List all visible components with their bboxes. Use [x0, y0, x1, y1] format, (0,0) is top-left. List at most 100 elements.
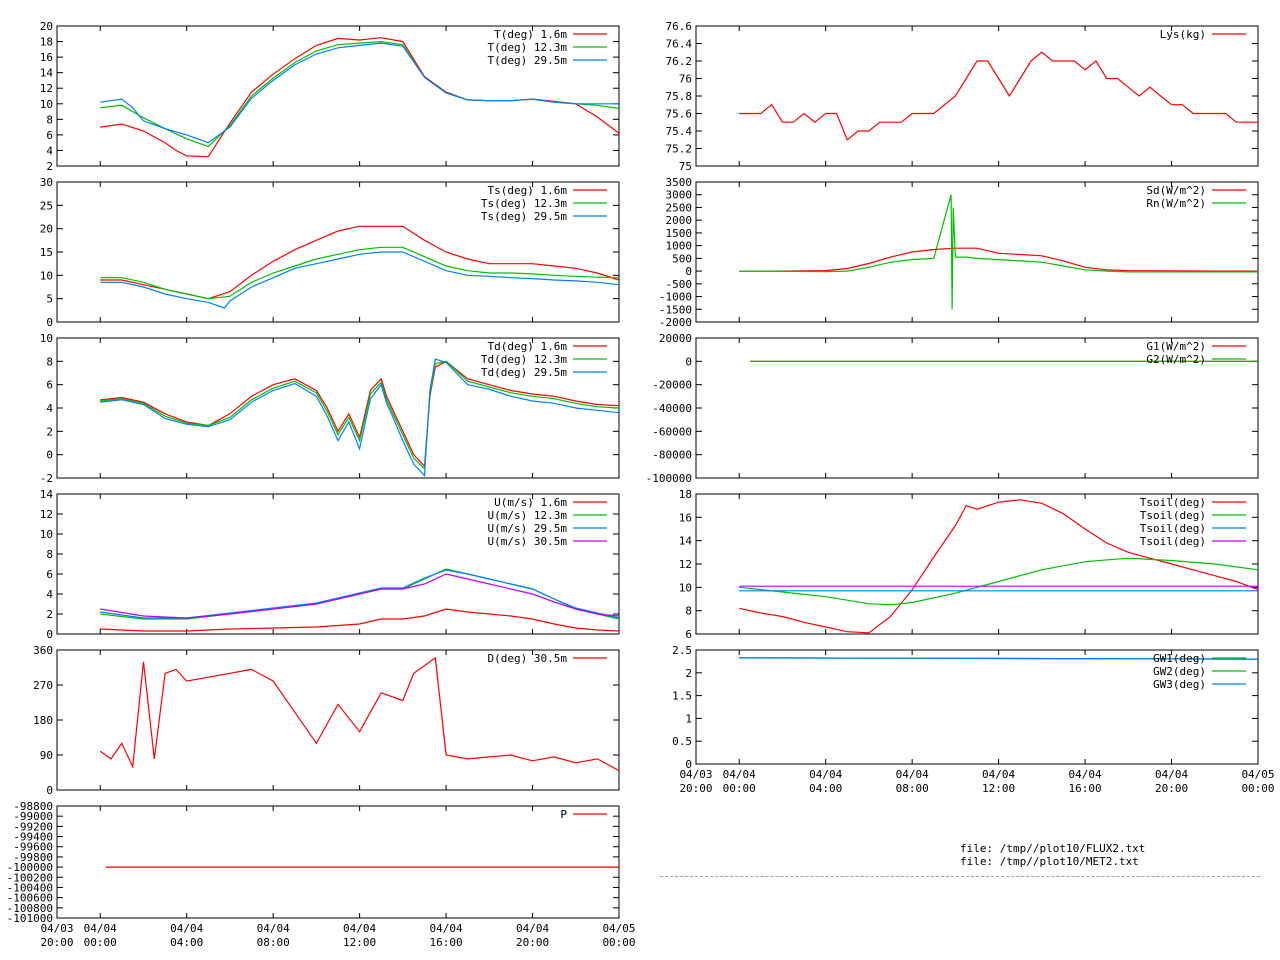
- y-tick-label: 90: [40, 749, 53, 762]
- y-tick-label: 8: [46, 113, 53, 126]
- series-line-radiation-0: [739, 247, 1258, 272]
- legend-label: U(m/s) 1.6m: [494, 496, 567, 509]
- panel-frame: [56, 805, 620, 919]
- x-tick-label-date-left: 04/04: [430, 922, 463, 935]
- x-tick-label-date-left: 04/04: [170, 922, 203, 935]
- y-tick-label: 20: [40, 223, 53, 236]
- panel-wind-direction: 0 90 180 270 360 D(deg) 30.5m: [33, 644, 620, 797]
- y-tick-label: -99400: [13, 831, 53, 844]
- panel-radiation: -2000-1500-1000-500050010001500200025003…: [659, 176, 1259, 329]
- y-tick-label: 76.4: [666, 38, 693, 51]
- y-tick-label: 6: [685, 628, 692, 641]
- y-tick-label: 0: [685, 265, 692, 278]
- y-tick-label: 2: [46, 608, 53, 621]
- y-tick-label: 25: [40, 199, 53, 212]
- x-tick-label-time-right: 20:00: [679, 782, 712, 795]
- panel-frame: [56, 493, 620, 635]
- y-tick-label: 10: [40, 332, 53, 345]
- x-tick-label-time-right: 04:00: [809, 782, 842, 795]
- y-tick-label: 75: [679, 160, 692, 173]
- legend-label: G1(W/m^2): [1146, 340, 1206, 353]
- x-tick-label-date-right: 04/04: [896, 768, 929, 781]
- y-tick-label: 6: [46, 568, 53, 581]
- x-tick-label-time-right: 16:00: [1069, 782, 1102, 795]
- x-tick-label-time-right: 08:00: [896, 782, 929, 795]
- y-tick-label: 30: [40, 176, 53, 189]
- x-tick-label-time-right: 00:00: [723, 782, 756, 795]
- y-tick-label: 6: [46, 379, 53, 392]
- y-tick-label: -100400: [7, 881, 53, 894]
- series-line-wind-speed-3: [100, 573, 620, 619]
- y-tick-label: 15: [40, 246, 53, 259]
- y-tick-label: 18: [40, 36, 53, 49]
- x-tick-label-date-right: 04/03: [679, 768, 712, 781]
- y-tick-label: 75.4: [666, 125, 693, 138]
- series-line-dew-point-1: [100, 360, 620, 471]
- x-tick-label-time-left: 08:00: [257, 936, 290, 949]
- y-tick-label: 16: [40, 51, 53, 64]
- y-tick-label: 20: [40, 20, 53, 33]
- file-info: file: /tmp//plot10/FLUX2.txt file: /tmp/…: [960, 842, 1145, 868]
- y-tick-label: 2000: [666, 214, 693, 227]
- legend-label: Tsoil(deg): [1140, 522, 1206, 535]
- y-tick-label: 12: [679, 558, 692, 571]
- legend-label: G2(W/m^2): [1146, 353, 1206, 366]
- y-tick-label: -98800: [13, 800, 53, 813]
- y-tick-label: 12: [40, 82, 53, 95]
- panel-frame: [695, 649, 1259, 765]
- x-tick-label-date-right: 04/04: [1155, 768, 1188, 781]
- y-tick-label: -99200: [13, 820, 53, 833]
- y-tick-label: 180: [33, 714, 53, 727]
- y-tick-label: -80000: [652, 449, 692, 462]
- y-tick-label: 18: [679, 488, 692, 501]
- y-tick-label: 4: [46, 402, 53, 415]
- y-tick-label: 16: [679, 511, 692, 524]
- series-line-surface-temperature-1: [100, 246, 620, 300]
- y-tick-label: -60000: [652, 425, 692, 438]
- legend-label: D(deg) 30.5m: [488, 652, 568, 665]
- x-tick-label-time-left: 12:00: [343, 936, 376, 949]
- y-tick-label: 76.6: [666, 20, 693, 33]
- y-tick-label: 2: [685, 667, 692, 680]
- y-tick-label: 0: [46, 628, 53, 641]
- legend-label: T(deg) 1.6m: [494, 28, 567, 41]
- y-tick-label: -2: [40, 472, 53, 485]
- y-tick-label: 10: [40, 528, 53, 541]
- y-tick-label: -1500: [659, 303, 692, 316]
- y-tick-label: -100800: [7, 902, 53, 915]
- y-tick-label: -100200: [7, 871, 53, 884]
- panel-frame: [56, 25, 620, 167]
- y-tick-label: -99600: [13, 841, 53, 854]
- y-tick-label: -100000: [646, 472, 692, 485]
- panel-air-temperature: 2 4 6 8 10 12 14 16 18 20 T(deg) 1.6mT(deg) 12.3mT…: [40, 20, 620, 173]
- series-line-air-temperature-2: [100, 42, 619, 144]
- y-tick-label: -20000: [652, 379, 692, 392]
- x-tick-label-time-left: 20:00: [40, 936, 73, 949]
- y-tick-label: 3500: [666, 176, 693, 189]
- y-tick-label: 14: [40, 488, 54, 501]
- series-line-radiation-1: [739, 194, 1258, 310]
- file-info-line-2: file: /tmp//plot10/MET2.txt: [960, 855, 1139, 868]
- panel-ground-heat-flux: -100000 -80000 -60000 -40000 -20000 0 20000 G1(…: [646, 332, 1259, 485]
- x-tick-label-time-right: 00:00: [1241, 782, 1274, 795]
- legend-label: Tsoil(deg): [1140, 535, 1206, 548]
- y-tick-label: 75.8: [666, 90, 693, 103]
- series-line-wind-speed-0: [100, 608, 620, 632]
- y-tick-label: 8: [46, 355, 53, 368]
- y-tick-label: 2: [46, 425, 53, 438]
- series-line-surface-temperature-2: [100, 251, 620, 309]
- y-tick-label: 360: [33, 644, 53, 657]
- y-tick-label: 0.5: [672, 735, 692, 748]
- y-tick-label: 4: [46, 588, 53, 601]
- y-tick-label: 14: [679, 535, 693, 548]
- y-tick-label: 3000: [666, 189, 693, 202]
- y-tick-label: 0: [685, 758, 692, 771]
- y-tick-label: 5: [46, 293, 53, 306]
- y-tick-label: 270: [33, 679, 53, 692]
- legend-label: GW3(deg): [1153, 678, 1206, 691]
- legend-label: U(m/s) 30.5m: [488, 535, 568, 548]
- legend-label: P: [560, 808, 567, 821]
- y-tick-label: 6: [46, 129, 53, 142]
